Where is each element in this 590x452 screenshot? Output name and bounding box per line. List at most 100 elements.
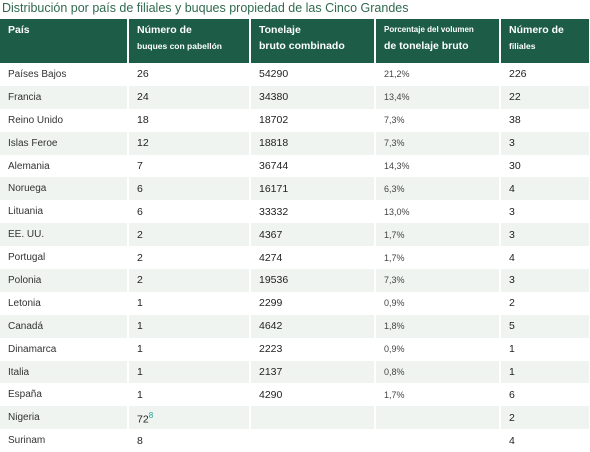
filiales-text: 6 <box>509 388 515 401</box>
table-cell: 3 <box>500 269 590 292</box>
table-cell: Países Bajos <box>0 63 129 86</box>
table-row: Letonia 1 2299 0,9% 2 <box>0 291 590 315</box>
country-text: Italia <box>8 366 30 378</box>
table-cell: 18702 <box>250 108 376 132</box>
table-cell: 4290 <box>250 383 376 407</box>
table-cell: 13,4% <box>375 85 501 109</box>
table-cell: EE. UU. <box>0 223 129 247</box>
table-cell: 1,8% <box>375 314 501 338</box>
table-cell: Letonia <box>0 291 129 315</box>
filiales-text: 2 <box>509 297 515 310</box>
header-row: País Número de buques con pabellón Tonelaje… <box>0 19 590 63</box>
tonnage-text: 18818 <box>259 137 289 150</box>
filiales-text: 2 <box>509 411 515 424</box>
country-text: Surinam <box>8 435 46 447</box>
percent-text: 0,8% <box>384 367 405 378</box>
country-text: Letonia <box>8 297 41 309</box>
table-cell: 0,9% <box>375 291 501 315</box>
tonnage-text: 36744 <box>259 160 289 172</box>
filiales-text: 3 <box>509 274 515 287</box>
filiales-text: 38 <box>509 114 521 127</box>
tonnage-text: 34380 <box>259 91 289 104</box>
table-cell: 0,9% <box>375 337 501 361</box>
table-cell: 34380 <box>250 85 376 109</box>
table-cell: 22 <box>500 85 590 109</box>
country-text: Noruega <box>8 183 47 195</box>
tonnage-text: 33332 <box>259 205 289 218</box>
ships-text: 8 <box>137 434 143 447</box>
table-cell: Lituania <box>0 200 129 224</box>
table-cell: 14,3% <box>375 154 501 178</box>
table-row: Islas Feroe 12 18818 7,3% 3 <box>0 131 590 155</box>
table-cell: Islas Feroe <box>0 131 129 155</box>
table-cell: 1 <box>128 383 251 407</box>
table-cell: 2223 <box>250 337 376 361</box>
country-text: Países Bajos <box>8 68 67 80</box>
table-row: Francia 24 34380 13,4% 22 <box>0 85 590 109</box>
table-cell: 7 <box>128 154 251 178</box>
table-cell: 2 <box>500 291 590 315</box>
table-cell: 4642 <box>250 314 376 338</box>
country-text: Reino Unido <box>8 114 64 126</box>
table-cell: 4274 <box>250 246 376 270</box>
percent-text: 0,9% <box>384 344 405 355</box>
table-cell: 5 <box>500 314 590 338</box>
table-cell: 1 <box>500 360 590 384</box>
table-cell: 1 <box>128 337 251 361</box>
country-text: EE. UU. <box>8 229 45 241</box>
header-text: Porcentaje del volumen <box>384 25 474 34</box>
table-cell: 0,8% <box>375 360 501 384</box>
table-cell: Francia <box>0 85 129 109</box>
table-cell: Nigeria <box>0 406 129 430</box>
table-cell: 18818 <box>250 131 376 155</box>
table-cell: 33332 <box>250 200 376 224</box>
table-cell: 26 <box>128 63 251 86</box>
tonnage-text: 2137 <box>259 366 283 379</box>
ships-text: 1 <box>137 297 143 310</box>
country-text: Canadá <box>8 320 44 332</box>
country-text: Polonia <box>8 274 42 286</box>
tonnage-text: 4642 <box>259 320 283 333</box>
ships-text: 1 <box>137 388 143 401</box>
country-text: Alemania <box>8 160 50 172</box>
table-cell: 54290 <box>250 63 376 86</box>
filiales-text: 1 <box>509 343 515 356</box>
ships-text: 2 <box>137 274 143 287</box>
country-text: Lituania <box>8 206 44 218</box>
table-title: Distribución por país de filiales y buqu… <box>2 1 409 15</box>
ships-text: 24 <box>137 91 149 104</box>
table-cell: 1 <box>500 337 590 361</box>
ships-text: 18 <box>137 114 149 127</box>
table-cell: Polonia <box>0 269 129 292</box>
header-cell: País <box>0 19 129 63</box>
table-cell: 2137 <box>250 360 376 384</box>
table-cell: 4 <box>500 429 590 452</box>
table-cell: Dinamarca <box>0 337 129 361</box>
tonnage-text: 16171 <box>259 182 289 195</box>
ships-text: 1 <box>137 320 143 333</box>
percent-text: 1,7% <box>384 389 405 400</box>
table-row: Reino Unido 18 18702 7,3% 38 <box>0 108 590 132</box>
percent-text: 13,4% <box>384 92 410 103</box>
header-cell: Número de filiales <box>500 19 590 63</box>
table-cell: 6 <box>500 383 590 407</box>
ships-text: 7 <box>137 160 143 172</box>
table-cell: 36744 <box>250 154 376 178</box>
table-row: Canadá 1 4642 1,8% 5 <box>0 314 590 338</box>
tonnage-text: 4367 <box>259 228 283 241</box>
table: País Número de buques con pabellón Tonelaje… <box>0 19 590 452</box>
ships-text: 26 <box>137 68 149 81</box>
filiales-text: 226 <box>509 68 527 81</box>
country-text: Francia <box>8 91 42 103</box>
ships-text: 12 <box>137 137 149 150</box>
header-text: bruto combinado <box>259 40 345 52</box>
table-row: España 1 4290 1,7% 6 <box>0 383 590 407</box>
table-row: Países Bajos 26 54290 21,2% 226 <box>0 63 590 86</box>
table-body: Países Bajos 26 54290 21,2% 226 Francia 24 3438… <box>0 63 590 452</box>
tonnage-text: 54290 <box>259 68 289 81</box>
table-cell: 19536 <box>250 269 376 292</box>
country-text: Dinamarca <box>8 343 57 355</box>
table-cell: 24 <box>128 85 251 109</box>
country-text: Islas Feroe <box>8 137 58 149</box>
table-row: Portugal 2 4274 1,7% 4 <box>0 246 590 270</box>
